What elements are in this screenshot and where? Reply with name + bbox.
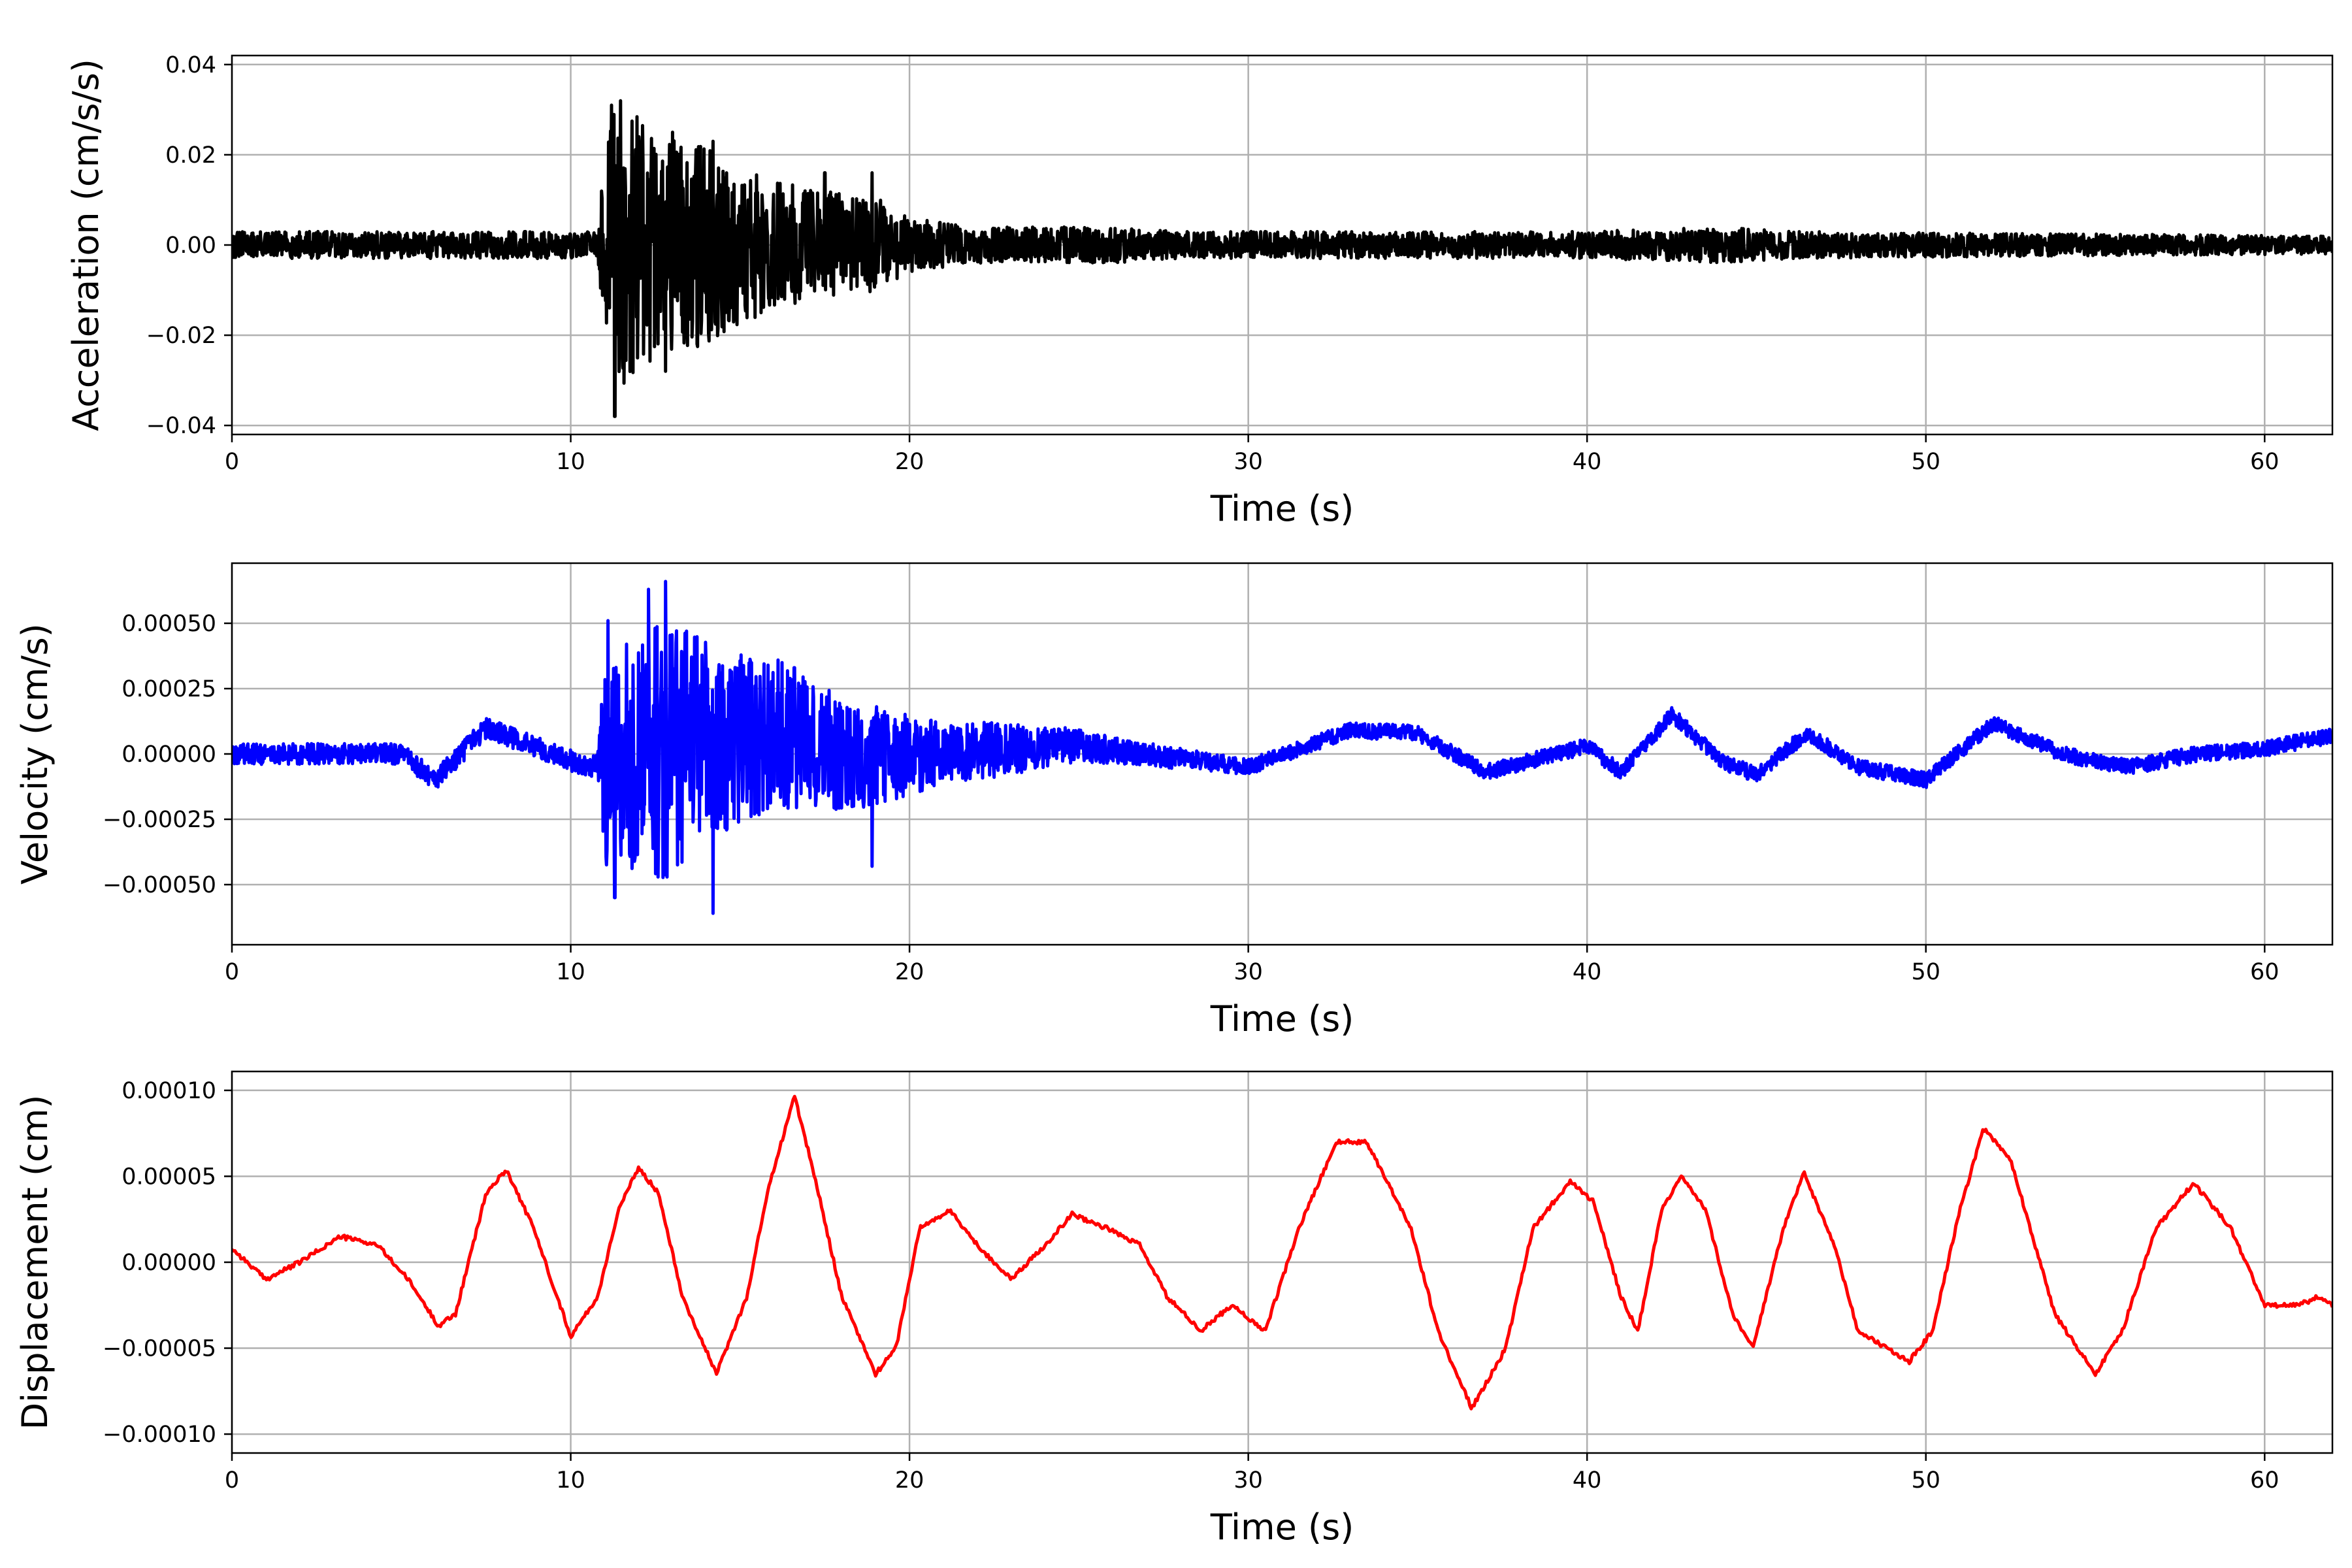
acceleration-x-axis-label: Time (s)	[1210, 488, 1354, 529]
displacement-x-tick-label: 20	[895, 1467, 924, 1494]
displacement-y-tick-label: 0.00000	[122, 1250, 216, 1276]
acceleration-y-axis-label: Acceleration (cm/s/s)	[65, 59, 106, 431]
acceleration-y-tick-label: 0.00	[165, 233, 216, 259]
acceleration-y-tick-label: −0.02	[146, 323, 216, 349]
velocity-x-tick-label: 10	[556, 959, 585, 985]
displacement-y-tick-label: 0.00010	[122, 1078, 216, 1104]
velocity-y-axis-label: Velocity (cm/s)	[14, 623, 56, 885]
acceleration-y-tick-label: 0.02	[165, 142, 216, 169]
velocity-x-tick-label: 30	[1233, 959, 1263, 985]
acceleration-x-tick-label: 10	[556, 449, 585, 475]
velocity-x-axis-label: Time (s)	[1210, 998, 1354, 1039]
displacement-x-tick-label: 0	[225, 1467, 239, 1494]
acceleration-x-tick-label: 0	[225, 449, 239, 475]
velocity-x-tick-label: 20	[895, 959, 924, 985]
displacement-x-tick-label: 50	[1911, 1467, 1940, 1494]
displacement-x-tick-label: 30	[1233, 1467, 1263, 1494]
displacement-x-tick-label: 10	[556, 1467, 585, 1494]
acceleration-x-tick-label: 50	[1911, 449, 1940, 475]
velocity-x-tick-label: 60	[2250, 959, 2279, 985]
displacement-y-tick-label: 0.00005	[122, 1164, 216, 1190]
displacement-x-axis-label: Time (s)	[1210, 1507, 1354, 1548]
displacement-series-line	[232, 1094, 2332, 1411]
acceleration-series-line	[232, 99, 2332, 418]
displacement-y-axis-label: Displacement (cm)	[14, 1095, 56, 1430]
velocity-x-tick-label: 50	[1911, 959, 1940, 985]
acceleration-x-tick-label: 20	[895, 449, 924, 475]
velocity-panel: 0 10 20 30 40 50 60 0.00050 0.00025 0.00000 −0.000…	[14, 562, 2334, 1039]
displacement-x-tick-label: 60	[2250, 1467, 2279, 1494]
acceleration-x-tick-label: 30	[1233, 449, 1263, 475]
displacement-panel: 0 10 20 30 40 50 60 0.00010 0.00005 0.00000 −0.000…	[14, 1070, 2334, 1548]
acceleration-y-tick-label: 0.04	[165, 52, 216, 78]
displacement-y-tick-label: −0.00005	[103, 1336, 216, 1362]
velocity-x-tick-label: 0	[225, 959, 239, 985]
displacement-x-tick-label: 40	[1573, 1467, 1602, 1494]
acceleration-x-tick-label: 60	[2250, 449, 2279, 475]
velocity-y-tick-label: −0.00050	[103, 872, 216, 898]
velocity-y-tick-label: 0.00000	[122, 742, 216, 768]
velocity-x-tick-label: 40	[1573, 959, 1602, 985]
acceleration-x-tick-label: 40	[1573, 449, 1602, 475]
displacement-y-tick-label: −0.00010	[103, 1422, 216, 1448]
acceleration-y-tick-label: −0.04	[146, 413, 216, 439]
velocity-y-tick-label: 0.00050	[122, 611, 216, 637]
acceleration-panel: 0 10 20 30 40 50 60 0.04 0.02 0.00 −0.02 −0.04 Time …	[65, 52, 2334, 529]
velocity-series-line	[232, 580, 2332, 915]
velocity-y-tick-label: −0.00025	[103, 807, 216, 833]
velocity-y-tick-label: 0.00025	[122, 676, 216, 702]
